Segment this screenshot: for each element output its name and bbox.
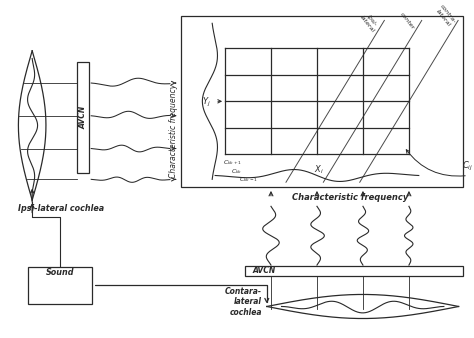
Bar bbox=[181, 16, 463, 187]
Text: $C_{kk}$: $C_{kk}$ bbox=[231, 167, 243, 175]
Text: AVCN: AVCN bbox=[79, 105, 88, 129]
Text: Ipsi-lateral cochlea: Ipsi-lateral cochlea bbox=[18, 204, 105, 213]
Text: Characteristic frequency: Characteristic frequency bbox=[169, 84, 178, 178]
Text: center: center bbox=[399, 11, 415, 30]
Text: $Y_j$: $Y_j$ bbox=[202, 96, 211, 109]
Text: $C_{ij}$: $C_{ij}$ bbox=[463, 160, 474, 173]
Text: Sound: Sound bbox=[46, 268, 74, 277]
Bar bbox=[77, 62, 89, 173]
Text: Contara-
lateral
cochlea: Contara- lateral cochlea bbox=[225, 287, 262, 317]
Text: AVCN: AVCN bbox=[253, 266, 276, 275]
Text: $X_i$: $X_i$ bbox=[314, 164, 324, 176]
Text: Characteristic frequency: Characteristic frequency bbox=[292, 193, 408, 201]
Bar bbox=[245, 266, 463, 276]
Text: Ipsi-
lateral: Ipsi- lateral bbox=[359, 11, 380, 34]
Text: contra-
lateral: contra- lateral bbox=[434, 4, 456, 28]
Text: $C_{kk-1}$: $C_{kk-1}$ bbox=[239, 175, 258, 184]
Bar bbox=[28, 267, 92, 304]
Text: $C_{kk+1}$: $C_{kk+1}$ bbox=[223, 158, 242, 167]
